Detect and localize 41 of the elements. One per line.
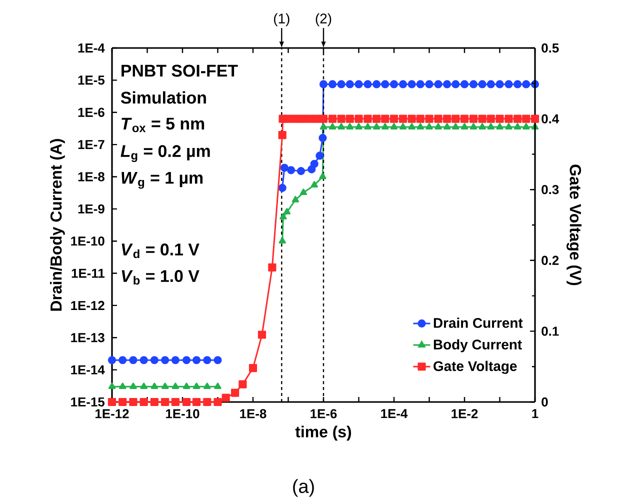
y-tick-label: 1E-12 — [71, 300, 104, 310]
legend-label: Body Current — [434, 339, 522, 352]
annotation: V$_{b}$ = 1.0 V — [122, 270, 200, 285]
y-tick-label: 1E-7 — [78, 140, 104, 150]
annotation: PNBT SOI-FET — [122, 64, 238, 77]
annotation: (2) — [316, 13, 332, 26]
y2-tick-label: 0 — [542, 397, 548, 407]
x-tick-label: 1 — [532, 409, 538, 418]
y-axis-title: Drain/Body Current (A) — [50, 139, 65, 311]
y-tick-label: 1E-14 — [71, 365, 105, 374]
annotation: W$_{g}$ = 1 µm — [122, 172, 203, 189]
annotation: (1) — [274, 13, 290, 26]
y-tick-label: 1E-5 — [78, 76, 105, 85]
y-tick-label: 1E-8 — [78, 172, 104, 182]
y2-tick-label: 0.3 — [542, 185, 559, 194]
x-tick-label: 1E-8 — [240, 409, 266, 418]
y-tick-label: 1E-6 — [78, 108, 104, 117]
y2-tick-label: 0.1 — [542, 326, 559, 336]
y-tick-label: 1E-15 — [71, 397, 105, 407]
annotation: V$_{d}$ = 0.1 V — [122, 244, 200, 258]
annotation: L$_{g}$ = 0.2 µm — [120, 145, 210, 162]
y2-tick-label: 0.5 — [542, 43, 559, 53]
x-tick-label: 1E-10 — [166, 409, 200, 418]
y2-axis-title: Gate Voltage (V) — [566, 164, 582, 286]
x-tick-label: 1E-12 — [96, 409, 129, 418]
y2-tick-label: 0.4 — [542, 114, 560, 124]
x-tick-label: 1E-4 — [381, 409, 408, 418]
annotation: T$_{ox}$ = 5 nm — [122, 118, 204, 132]
y2-tick-label: 0.2 — [542, 256, 559, 265]
y-tick-label: 1E-11 — [72, 268, 105, 278]
legend-label: Drain Current — [434, 318, 523, 328]
x-tick-label: 1E-6 — [310, 409, 337, 418]
text: (a) — [293, 479, 314, 497]
x-axis-title: time (s) — [295, 426, 352, 441]
y-tick-label: 1E-9 — [78, 204, 104, 214]
y-tick-label: 1E-13 — [71, 333, 104, 342]
annotation: Simulation — [120, 91, 206, 104]
y-tick-label: 1E-4 — [78, 44, 105, 52]
y-tick-label: 1E-10 — [71, 236, 104, 246]
legend-label: Gate Voltage — [434, 360, 517, 374]
x-tick-label: 1E-2 — [452, 409, 478, 418]
